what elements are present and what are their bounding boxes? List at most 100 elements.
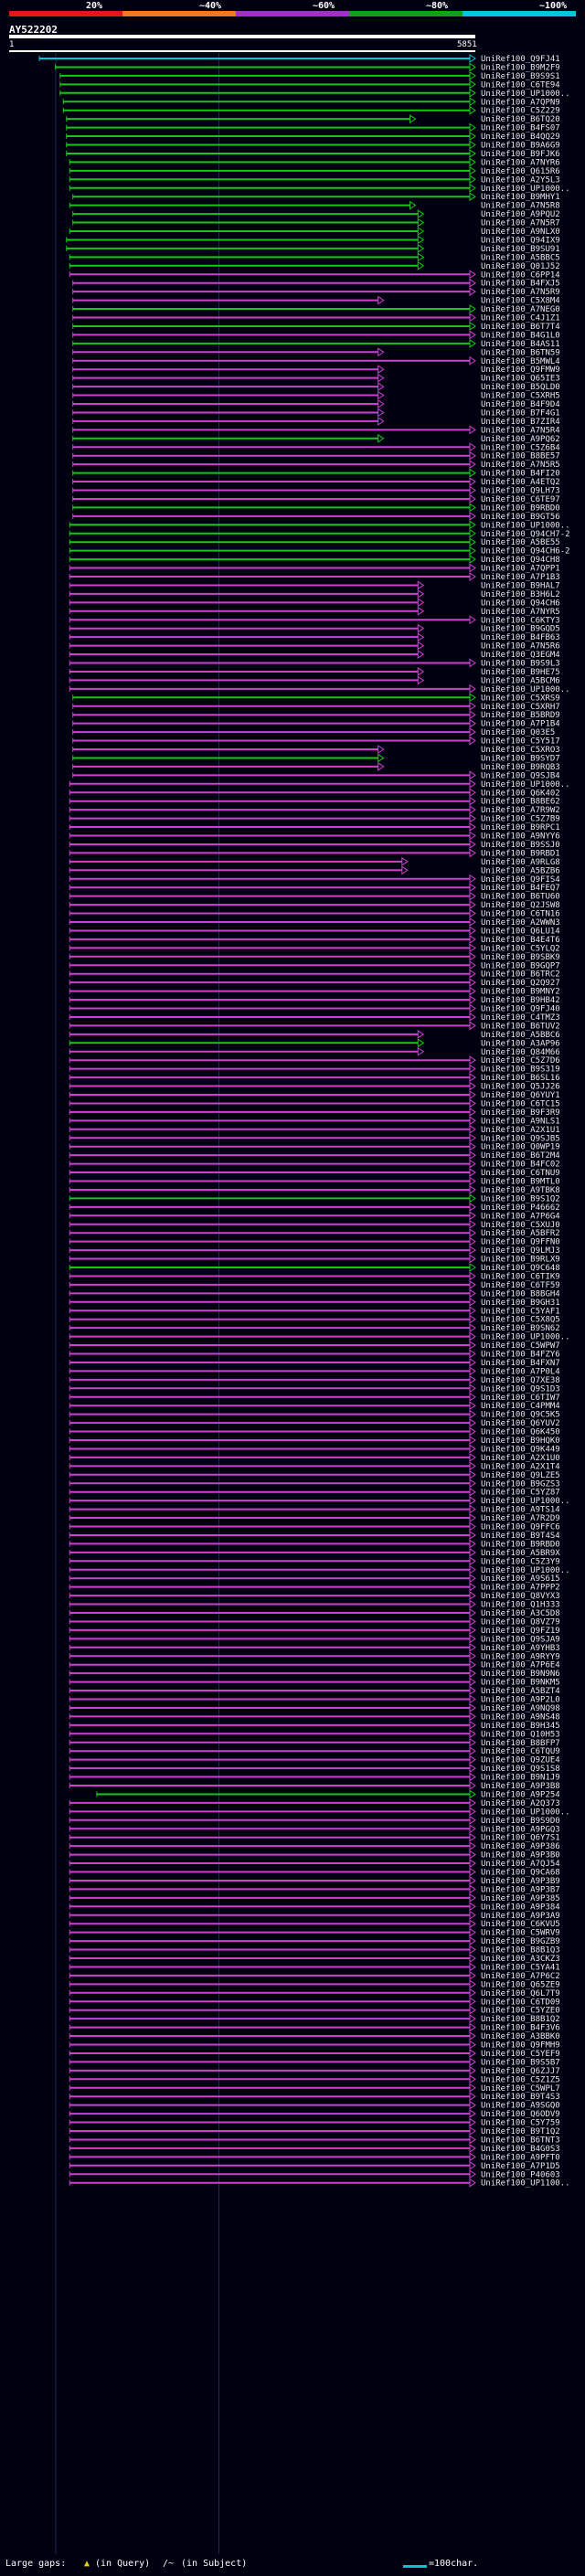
hit-label[interactable]: UniRef100_UP1000.. [481,185,570,194]
hit-row[interactable]: UniRef100_B9MTL0 [69,1176,560,1187]
hit-label[interactable]: UniRef100_A9RLG8 [481,858,560,867]
hit-label[interactable]: UniRef100_C5Z229 [481,107,560,116]
hit-label[interactable]: UniRef100_Q615R6 [481,167,560,176]
hit-label[interactable]: UniRef100_B4G1L0 [481,331,560,340]
hit-label[interactable]: UniRef100_C5YAF1 [481,1307,560,1316]
hit-row[interactable]: UniRef100_C5Z3Y9 [69,1556,560,1566]
hit-label[interactable]: UniRef100_B9RBD1 [481,849,560,858]
hit-row[interactable]: UniRef100_B8B1Q3 [69,1945,560,1956]
hit-label[interactable]: UniRef100_B6SL16 [481,1074,560,1083]
hit-label[interactable]: UniRef100_A9SGQ0 [481,2102,560,2111]
hit-row[interactable]: UniRef100_C5Y759 [69,2117,560,2128]
hit-label[interactable]: UniRef100_Q9FZ19 [481,1627,560,1636]
hit-label[interactable]: UniRef100_Q7XE38 [481,1376,560,1385]
hit-row[interactable]: UniRef100_A9RYY9 [69,1651,560,1661]
hit-row[interactable]: UniRef100_Q9ZUE4 [69,1754,560,1765]
hit-row[interactable]: UniRef100_B5BRD9 [72,710,560,720]
hit-row[interactable]: UniRef100_UP1000.. [69,1564,570,1575]
hit-label[interactable]: UniRef100_A9P2L0 [481,1696,560,1705]
hit-row[interactable]: UniRef100_A7N5R8 [69,200,560,211]
hit-row[interactable]: UniRef100_A7NYR6 [69,157,560,167]
hit-row[interactable]: UniRef100_B8BFP7 [69,1737,560,1748]
hit-row[interactable]: UniRef100_A7P0L4 [69,1366,560,1376]
hit-label[interactable]: UniRef100_A9PQU2 [481,210,560,219]
hit-row[interactable]: UniRef100_C6KVU5 [69,1919,560,1929]
hit-row[interactable]: UniRef100_A7NEG0 [72,304,560,314]
hit-row[interactable]: UniRef100_Q9FMH9 [69,2040,560,2051]
hit-label[interactable]: UniRef100_UP1000.. [481,90,570,99]
hit-row[interactable]: UniRef100_Q9FJ41 [38,54,560,64]
hit-row[interactable]: UniRef100_B4FXN7 [69,1358,560,1368]
hit-label[interactable]: UniRef100_B9H345 [481,1722,560,1731]
hit-label[interactable]: UniRef100_A3C5D8 [481,1609,560,1618]
hit-row[interactable]: UniRef100_Q2JSW8 [69,900,560,910]
hit-label[interactable]: UniRef100_B9FJK6 [481,150,560,159]
hit-row[interactable]: UniRef100_A9P2L0 [69,1694,560,1705]
hit-row[interactable]: UniRef100_B8BE57 [72,451,560,461]
hit-label[interactable]: UniRef100_A5BFR2 [481,1229,560,1238]
hit-row[interactable]: UniRef100_C6TE94 [59,80,560,90]
hit-row[interactable]: UniRef100_B4F3V6 [69,2022,560,2033]
hit-label[interactable]: UniRef100_B6TU60 [481,893,560,902]
hit-row[interactable]: UniRef100_A2X1T4 [69,1461,560,1471]
hit-row[interactable]: UniRef100_A9P254 [96,1789,560,1799]
hit-label[interactable]: UniRef100_C5YZ87 [481,1489,560,1498]
hit-label[interactable]: UniRef100_UP1000.. [481,1333,570,1342]
hit-label[interactable]: UniRef100_Q9FFN0 [481,1238,560,1247]
hit-label[interactable]: UniRef100_A7N5R5 [481,461,560,470]
hit-row[interactable]: UniRef100_B9GQP7 [69,960,560,970]
hit-label[interactable]: UniRef100_B5QLD0 [481,383,560,392]
hit-label[interactable]: UniRef100_A7N5R6 [481,642,560,652]
hit-label[interactable]: UniRef100_C5Z7B9 [481,815,560,824]
hit-label[interactable]: UniRef100_A7NYR5 [481,608,560,617]
hit-row[interactable]: UniRef100_Q9K449 [69,1444,560,1454]
hit-row[interactable]: UniRef100_Q94CH8 [69,555,560,565]
hit-label[interactable]: UniRef100_A9NYY6 [481,832,560,842]
hit-label[interactable]: UniRef100_C6TQU9 [481,1747,560,1756]
hit-label[interactable]: UniRef100_B4FS07 [481,124,560,133]
hit-row[interactable]: UniRef100_C5YEF9 [69,2049,560,2059]
hit-row[interactable]: UniRef100_C6TD09 [69,1997,560,2007]
hit-label[interactable]: UniRef100_A7P6G4 [481,1212,560,1221]
hit-label[interactable]: UniRef100_B4F9D4 [481,400,560,409]
hit-row[interactable]: UniRef100_A7N5R7 [72,217,560,228]
hit-row[interactable]: UniRef100_Q9C5K5 [69,1409,560,1420]
hit-row[interactable]: UniRef100_Q94CH7-2 [69,528,570,539]
hit-label[interactable]: UniRef100_A9YHB3 [481,1644,560,1653]
hit-row[interactable]: UniRef100_B4F9D4 [72,399,560,409]
hit-label[interactable]: UniRef100_B8B1Q2 [481,2015,560,2024]
hit-label[interactable]: UniRef100_B9GH31 [481,1299,560,1308]
hit-row[interactable]: UniRef100_A3AP96 [69,1038,560,1048]
hit-row[interactable]: UniRef100_B9SSJ0 [69,840,560,850]
hit-row[interactable]: UniRef100_Q9FFN0 [69,1236,560,1247]
hit-label[interactable]: UniRef100_A5BZB6 [481,866,560,875]
hit-label[interactable]: UniRef100_A5BBC5 [481,253,560,262]
hit-row[interactable]: UniRef100_B9SYD7 [72,753,560,763]
hit-label[interactable]: UniRef100_A9NS48 [481,1712,560,1722]
hit-row[interactable]: UniRef100_C4TMZ3 [69,1012,560,1023]
hit-label[interactable]: UniRef100_A9PFT0 [481,2153,560,2162]
hit-row[interactable]: UniRef100_Q6ZJJ7 [69,2065,560,2076]
hit-row[interactable]: UniRef100_Q8VYX3 [69,1591,560,1601]
hit-label[interactable]: UniRef100_A9NLS1 [481,1117,560,1126]
hit-label[interactable]: UniRef100_A3BBK0 [481,2032,560,2041]
hit-label[interactable]: UniRef100_B9RBD0 [481,1540,560,1549]
hit-label[interactable]: UniRef100_Q2Q927 [481,979,560,988]
hit-label[interactable]: UniRef100_Q9FMH9 [481,2041,560,2051]
hit-row[interactable]: UniRef100_Q5JJ26 [69,1081,560,1092]
hit-row[interactable]: UniRef100_A9TBK8 [69,1185,560,1195]
hit-row[interactable]: UniRef100_C5XRS9 [72,693,560,703]
hit-label[interactable]: UniRef100_Q01J52 [481,262,560,271]
hit-label[interactable]: UniRef100_A9NLX0 [481,228,560,237]
hit-row[interactable]: UniRef100_A3BBK0 [69,2031,560,2041]
hit-row[interactable]: UniRef100_A9NYY6 [69,831,560,842]
hit-row[interactable]: UniRef100_B6TRC2 [69,969,560,980]
hit-row[interactable]: UniRef100_C6TIK9 [69,1271,560,1281]
hit-row[interactable]: UniRef100_C6TNU9 [69,1168,560,1178]
hit-row[interactable]: UniRef100_B9MHY1 [72,192,560,202]
hit-label[interactable]: UniRef100_B4FB63 [481,633,560,642]
hit-label[interactable]: UniRef100_A9P386 [481,1842,560,1851]
hit-label[interactable]: UniRef100_A2X1U1 [481,1126,560,1135]
hit-label[interactable]: UniRef100_Q6Y7S1 [481,1834,560,1843]
hit-row[interactable]: UniRef100_C5Z229 [62,105,560,116]
